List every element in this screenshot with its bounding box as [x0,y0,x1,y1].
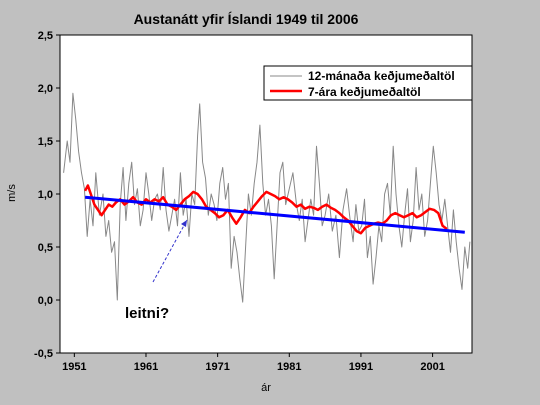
annotation-leitni: leitni? [125,305,169,322]
x-axis: 1951 1961 1971 1981 1991 2001 [62,353,445,373]
x-tick-label: 1951 [62,361,86,373]
x-tick-label: 1961 [134,361,158,373]
trend-line [84,195,465,234]
legend-box [263,65,473,101]
y-axis-label: m/s [6,184,18,202]
y-tick-label: 0,0 [38,295,53,307]
y-tick-label: -0,5 [34,348,53,360]
series-layer [63,92,471,303]
chart-title: Austanátt yfir Íslandi 1949 til 2006 [134,11,359,27]
legend-label-monthly: 12-mánaða keðjumeðaltöl [308,69,455,83]
x-tick-label: 1981 [277,361,301,373]
legend: 12-mánaða keðjumeðaltöl 7-ára keðjumeðal… [263,65,473,101]
y-axis: -0,5 0,0 0,5 1,0 1,5 2,0 2,5 [34,30,60,360]
x-tick-label: 1971 [205,361,229,373]
annotation-arrow [152,219,188,283]
legend-label-7yr: 7-ára keðjumeðaltöl [308,85,421,99]
y-tick-label: 2,0 [38,83,53,95]
annotation-arrowhead [181,220,187,227]
x-tick-label: 1991 [349,361,373,373]
x-axis-label: ár [261,382,271,394]
x-tick-label: 2001 [420,361,444,373]
annotation: leitni? [125,219,188,322]
y-tick-label: 1,0 [38,189,53,201]
y-tick-label: 1,5 [38,136,53,148]
series-monthly-line [63,92,471,303]
y-tick-label: 2,5 [38,30,53,42]
y-tick-label: 0,5 [38,242,53,254]
